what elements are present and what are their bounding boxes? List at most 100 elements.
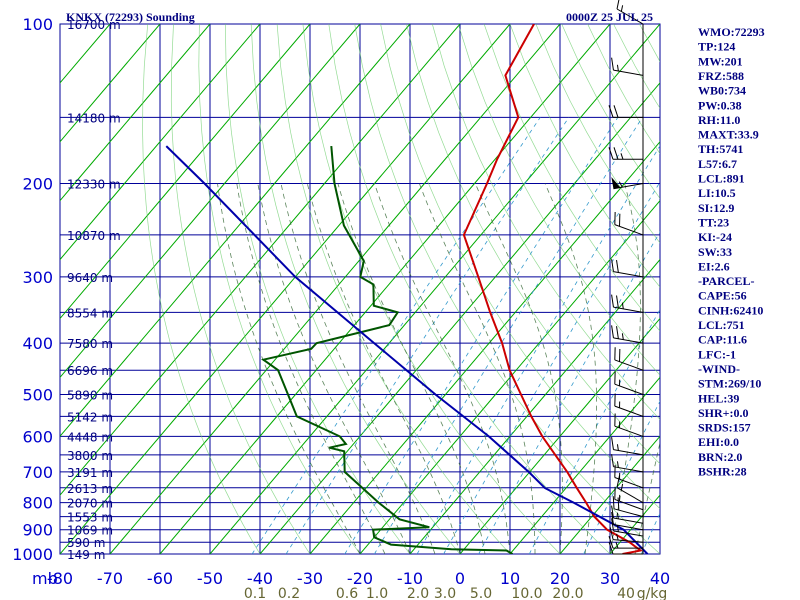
mixing-ratio-label: 0.6 <box>336 586 358 600</box>
index-value: SI:12.9 <box>698 201 734 215</box>
height-label: 10870 m <box>67 229 121 243</box>
wind-barb <box>611 176 644 190</box>
temperature-tick-label: -60 <box>147 569 173 588</box>
index-value: LI:10.5 <box>698 186 736 200</box>
moist-adiabat-line <box>419 183 536 554</box>
index-value: WB0:734 <box>698 84 746 98</box>
parcel-line <box>165 145 649 554</box>
height-label: 590 m <box>67 536 105 550</box>
dry-adiabat-line <box>224 24 411 554</box>
index-value: STM:269/10 <box>698 377 761 391</box>
chart-title: KNKX (72293) Sounding <box>66 10 195 24</box>
height-label: 5890 m <box>67 388 113 402</box>
temperature-tick-label: 20 <box>550 569 570 588</box>
height-label: 14180 m <box>67 111 121 125</box>
isotherm-line <box>60 24 411 438</box>
height-label: 5142 m <box>67 410 113 424</box>
mixing-ratio-label: 0.1 <box>244 586 266 600</box>
mixing-ratio-line <box>285 117 570 554</box>
pressure-tick-label: 200 <box>22 175 53 194</box>
mixing-ratio-label: g/kg <box>637 586 668 600</box>
index-value: TP:124 <box>698 40 735 54</box>
height-label: 1069 m <box>67 524 113 538</box>
mixing-ratio-label: 5.0 <box>470 586 492 600</box>
mixing-ratio-label: 2.0 <box>407 586 429 600</box>
isotherm-line <box>259 82 660 554</box>
dry-adiabat-line <box>535 24 660 244</box>
index-value: CINH:62410 <box>698 303 763 317</box>
dewpoint-line <box>261 146 514 554</box>
moist-adiabat-line <box>374 183 511 554</box>
pressure-tick-label: 500 <box>22 385 53 404</box>
index-value: CAPE:56 <box>698 289 747 303</box>
isotherm-line <box>60 24 211 202</box>
mixing-ratio-line <box>251 117 541 554</box>
height-label: 6696 m <box>67 364 113 378</box>
temperature-tick-label: -70 <box>97 569 123 588</box>
wind-barb <box>616 0 644 25</box>
dry-adiabat-line <box>380 24 660 510</box>
series-layer <box>165 24 649 554</box>
index-value: WMO:72293 <box>698 25 765 39</box>
index-value: SW:33 <box>698 245 732 259</box>
dry-adiabat-line <box>198 24 361 554</box>
height-label: 7580 m <box>67 337 113 351</box>
mixing-ratio-line <box>344 117 619 554</box>
height-label: 4448 m <box>67 430 113 444</box>
mixing-ratio-line <box>443 181 660 554</box>
index-value: LFC:-1 <box>698 347 736 361</box>
isotherm-line <box>359 199 660 554</box>
wind-barb <box>611 505 644 524</box>
mixing-ratio-line <box>478 231 660 554</box>
moist-adiabat-line <box>217 183 361 554</box>
temperature-tick-label: 0 <box>455 569 465 588</box>
height-label: 2070 m <box>67 497 113 511</box>
wind-barb <box>611 294 644 313</box>
wind-barb <box>614 393 644 417</box>
moist-adiabat-line <box>257 183 411 554</box>
dry-adiabat-line <box>483 24 660 332</box>
wind-barb <box>611 437 644 456</box>
height-label: 149 m <box>67 548 105 562</box>
index-value: -WIND- <box>698 362 740 376</box>
index-value: L57:6.7 <box>698 157 737 171</box>
wind-barb <box>611 511 644 531</box>
wind-barb <box>614 371 644 395</box>
index-value: FRZ:588 <box>698 69 744 83</box>
wind-barb <box>608 105 643 118</box>
pressure-unit-label: mb <box>32 569 58 588</box>
isotherm-line <box>60 24 261 261</box>
pressure-tick-label: 800 <box>22 494 53 513</box>
temperature-tick-label: -80 <box>47 569 73 588</box>
pressure-tick-label: 100 <box>22 15 53 34</box>
mixing-ratio-label: 3.0 <box>434 586 456 600</box>
index-value: RH:11.0 <box>698 113 740 127</box>
temperature-tick-label: 40 <box>650 569 670 588</box>
index-value: HEL:39 <box>698 391 739 405</box>
index-value: CAP:11.6 <box>698 333 747 347</box>
temperature-tick-label: -40 <box>247 569 273 588</box>
index-value: LCL:751 <box>698 318 745 332</box>
index-value: SRDS:157 <box>698 421 751 435</box>
pressure-tick-label: 900 <box>22 521 53 540</box>
pressure-tick-label: 1000 <box>12 545 53 564</box>
moist-adiabat-line <box>337 183 486 554</box>
dry-adiabat-line <box>250 24 461 554</box>
index-value: -PARCEL- <box>698 274 754 288</box>
wind-barb <box>611 57 644 76</box>
pressure-tick-label: 300 <box>22 268 53 287</box>
mixing-ratio-label: 10.0 <box>511 586 542 600</box>
wind-barb <box>614 347 644 371</box>
moist-adiabat-line <box>306 183 461 554</box>
wind-barb <box>612 496 644 518</box>
index-value: MAXT:33.9 <box>698 128 759 142</box>
moist-adiabat-line <box>544 183 597 554</box>
height-label: 16700 m <box>67 18 121 32</box>
pressure-tick-label: 600 <box>22 427 53 446</box>
mixing-ratio-line <box>416 145 660 554</box>
mixing-ratio-label: 40 <box>617 586 635 600</box>
wind-barb <box>608 536 643 549</box>
